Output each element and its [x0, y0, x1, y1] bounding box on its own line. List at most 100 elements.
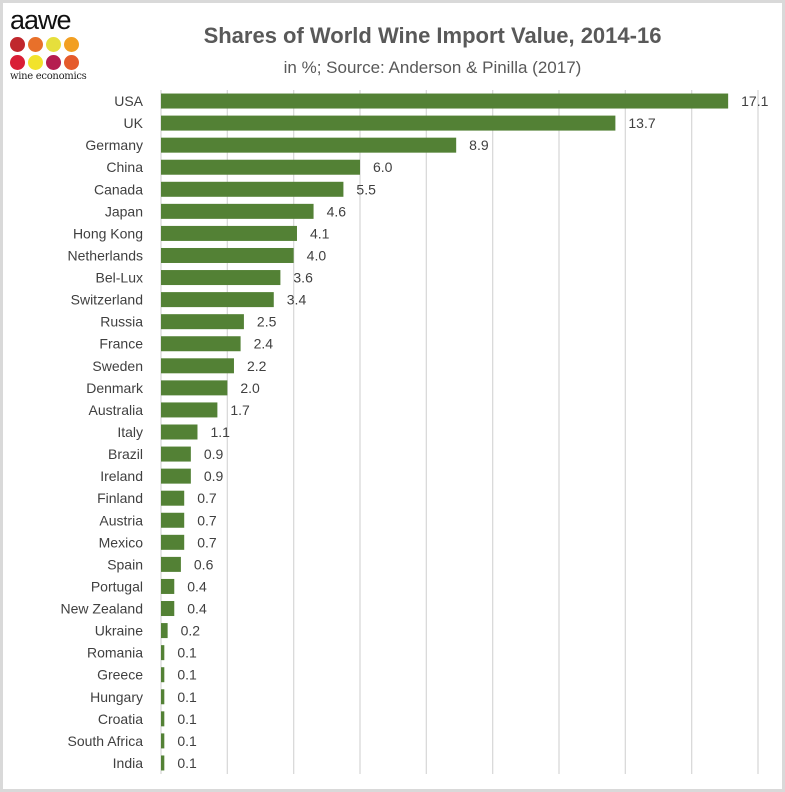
data-label: 2.2 [247, 358, 267, 374]
category-label: Finland [97, 490, 143, 506]
bar [161, 181, 344, 197]
logo-dot [28, 37, 43, 52]
category-label: Austria [99, 512, 143, 528]
bar [161, 225, 297, 241]
bar [161, 446, 191, 462]
data-label: 0.9 [204, 446, 224, 462]
category-label: India [113, 755, 144, 771]
logo-dot [46, 55, 61, 70]
data-label: 0.1 [177, 711, 197, 727]
bar [161, 292, 274, 308]
data-label: 0.7 [197, 512, 217, 528]
logo-dot [46, 37, 61, 52]
data-label: 0.2 [181, 623, 201, 639]
bar [161, 556, 181, 572]
bar [161, 159, 360, 175]
bar [161, 137, 457, 153]
data-label: 0.1 [177, 733, 197, 749]
bar [161, 115, 616, 131]
logo-dot [10, 55, 25, 70]
bar [161, 270, 281, 286]
data-label: 4.6 [327, 203, 347, 219]
data-label: 4.0 [307, 247, 327, 263]
bar [161, 314, 244, 330]
category-label: Japan [105, 203, 143, 219]
data-label: 3.4 [287, 292, 307, 308]
data-label: 1.1 [210, 424, 230, 440]
data-label: 0.6 [194, 556, 214, 572]
logo-dot [64, 55, 79, 70]
data-label: 2.5 [257, 314, 277, 330]
data-label: 5.5 [356, 181, 376, 197]
logo-dot [28, 55, 43, 70]
data-label: 3.6 [293, 270, 313, 286]
category-label: France [99, 336, 143, 352]
category-label: Ukraine [95, 623, 143, 639]
data-label: 2.0 [240, 380, 260, 396]
bar [161, 711, 165, 727]
bar [161, 667, 165, 683]
data-label: 6.0 [373, 159, 393, 175]
category-label: China [106, 159, 143, 175]
bar [161, 645, 165, 661]
bar [161, 578, 175, 594]
category-label: Germany [85, 137, 143, 153]
category-label: Greece [97, 667, 143, 683]
data-label: 13.7 [628, 115, 655, 131]
category-label: Canada [94, 181, 143, 197]
category-label: Sweden [92, 358, 143, 374]
data-label: 0.4 [187, 578, 207, 594]
data-label: 0.1 [177, 667, 197, 683]
bar [161, 93, 729, 109]
bar [161, 689, 165, 705]
bar [161, 601, 175, 617]
category-label: Portugal [91, 578, 143, 594]
category-label: Bel-Lux [96, 270, 143, 286]
bar [161, 402, 218, 418]
logo-subtitle: wine economics [10, 71, 87, 82]
logo-dot [64, 37, 79, 52]
category-label: Russia [100, 314, 143, 330]
bar [161, 247, 294, 263]
category-label: New Zealand [61, 601, 144, 617]
logo-word: aawe [10, 5, 72, 35]
bar [161, 755, 165, 771]
data-label: 0.1 [177, 645, 197, 661]
category-label: Ireland [100, 468, 143, 484]
category-label: Denmark [86, 380, 144, 396]
bar [161, 490, 185, 506]
category-label: Italy [117, 424, 143, 440]
category-label: South Africa [68, 733, 144, 749]
category-label: USA [114, 93, 143, 109]
data-label: 2.4 [254, 336, 274, 352]
category-label: Switzerland [71, 292, 143, 308]
bar [161, 733, 165, 749]
category-label: UK [124, 115, 144, 131]
category-label: Australia [89, 402, 144, 418]
bar [161, 380, 228, 396]
bar [161, 468, 191, 484]
bar [161, 336, 241, 352]
data-label: 0.7 [197, 534, 217, 550]
logo-dots [10, 37, 90, 70]
category-label: Spain [107, 556, 143, 572]
logo-dot [10, 37, 25, 52]
bar [161, 512, 185, 528]
data-label: 17.1 [741, 93, 768, 109]
data-label: 1.7 [230, 402, 250, 418]
category-label: Mexico [99, 534, 144, 550]
data-label: 0.1 [177, 689, 197, 705]
data-label: 8.9 [469, 137, 489, 153]
category-label: Brazil [108, 446, 143, 462]
category-label: Romania [87, 645, 143, 661]
bar [161, 424, 198, 440]
data-label: 0.1 [177, 755, 197, 771]
data-label: 0.4 [187, 601, 207, 617]
chart-subtitle: in %; Source: Anderson & Pinilla (2017) [283, 58, 582, 77]
bar [161, 203, 314, 219]
bar [161, 623, 168, 639]
bar [161, 534, 185, 550]
data-label: 4.1 [310, 225, 330, 241]
